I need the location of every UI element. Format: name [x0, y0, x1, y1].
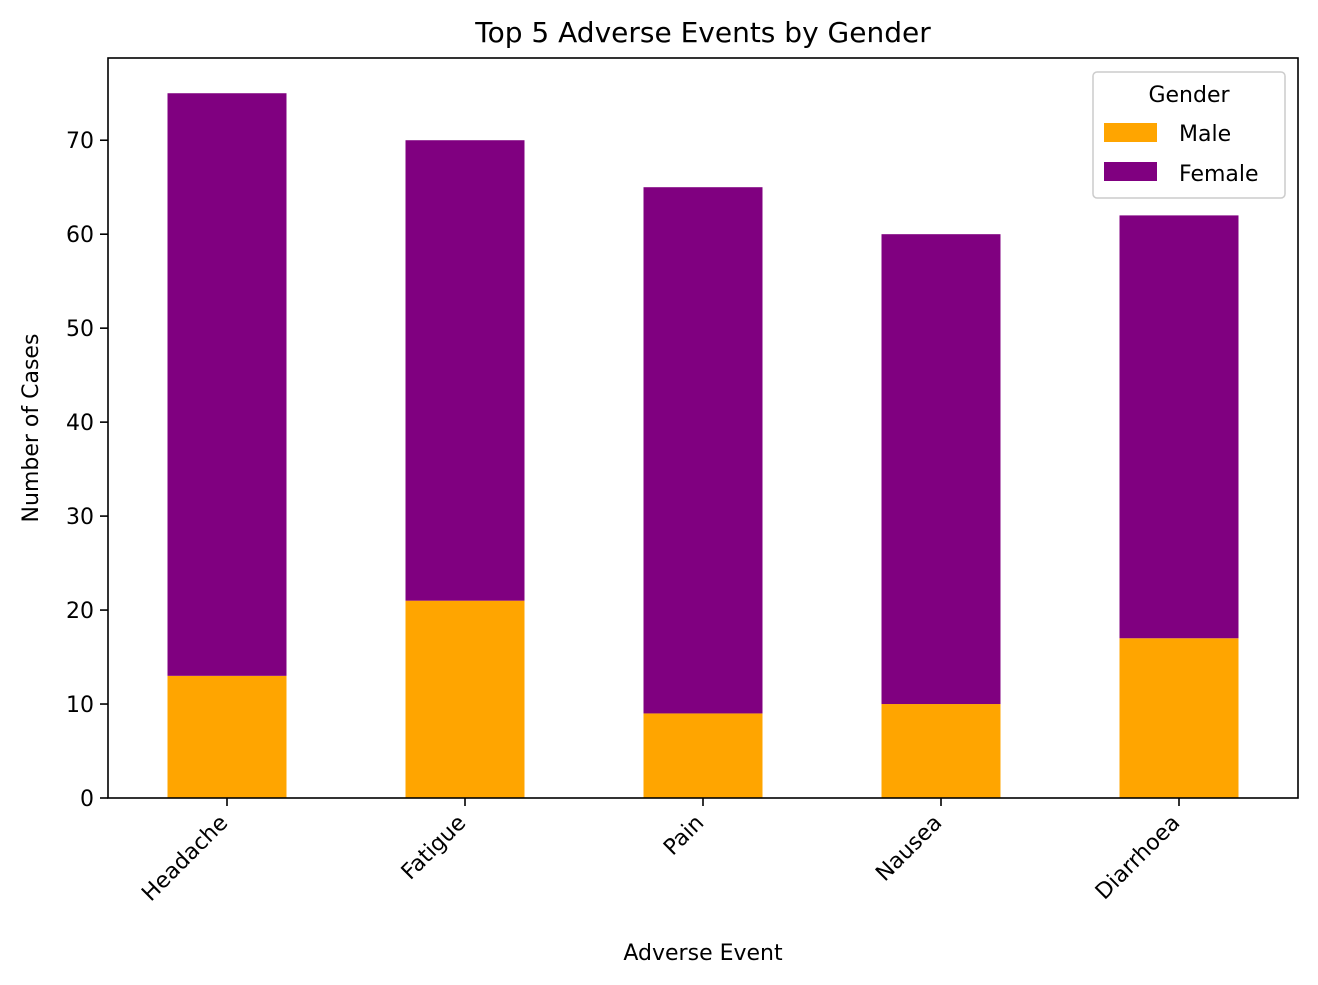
- x-axis-title: Adverse Event: [623, 941, 783, 966]
- x-tick-label-fatigue: Fatigue: [397, 811, 471, 885]
- y-tick-label: 50: [66, 317, 94, 342]
- y-axis: 0 10 20 30 40 50 60 70: [66, 129, 108, 812]
- bar-male-fatigue: [405, 600, 525, 798]
- bars-group: [167, 93, 1239, 798]
- y-tick-label: 0: [80, 787, 94, 812]
- x-tick-label-diarrhoea: Diarrhoea: [1091, 811, 1185, 905]
- legend-title: Gender: [1148, 83, 1230, 108]
- bar-female-fatigue: [405, 140, 525, 601]
- chart-title: Top 5 Adverse Events by Gender: [474, 16, 931, 49]
- bar-male-diarrhoea: [1119, 638, 1239, 798]
- y-tick-label: 30: [66, 505, 94, 530]
- bar-male-headache: [167, 675, 287, 798]
- bar-female-diarrhoea: [1119, 215, 1239, 639]
- y-tick-label: 60: [66, 223, 94, 248]
- x-tick-label-headache: Headache: [137, 811, 233, 907]
- y-tick-label: 40: [66, 411, 94, 436]
- y-tick-label: 20: [66, 599, 94, 624]
- plot-frame: [107, 57, 1299, 799]
- x-tick-label-nausea: Nausea: [871, 811, 947, 887]
- bar-male-pain: [643, 713, 763, 798]
- bar-female-pain: [643, 187, 763, 714]
- legend-label-female: Female: [1179, 162, 1259, 187]
- bar-male-nausea: [881, 704, 1001, 798]
- legend: Gender Male Female: [1092, 71, 1286, 199]
- x-tick-label-pain: Pain: [659, 811, 709, 861]
- y-tick-label: 70: [66, 129, 94, 154]
- y-axis-title: Number of Cases: [19, 334, 44, 523]
- y-tick-label: 10: [66, 693, 94, 718]
- legend-swatch-female: [1104, 162, 1157, 181]
- x-axis: Headache Fatigue Pain Nausea Diarrhoea: [137, 798, 1185, 906]
- legend-label-male: Male: [1179, 122, 1231, 147]
- bar-female-nausea: [881, 234, 1001, 705]
- legend-swatch-male: [1104, 123, 1157, 142]
- bar-female-headache: [167, 93, 287, 676]
